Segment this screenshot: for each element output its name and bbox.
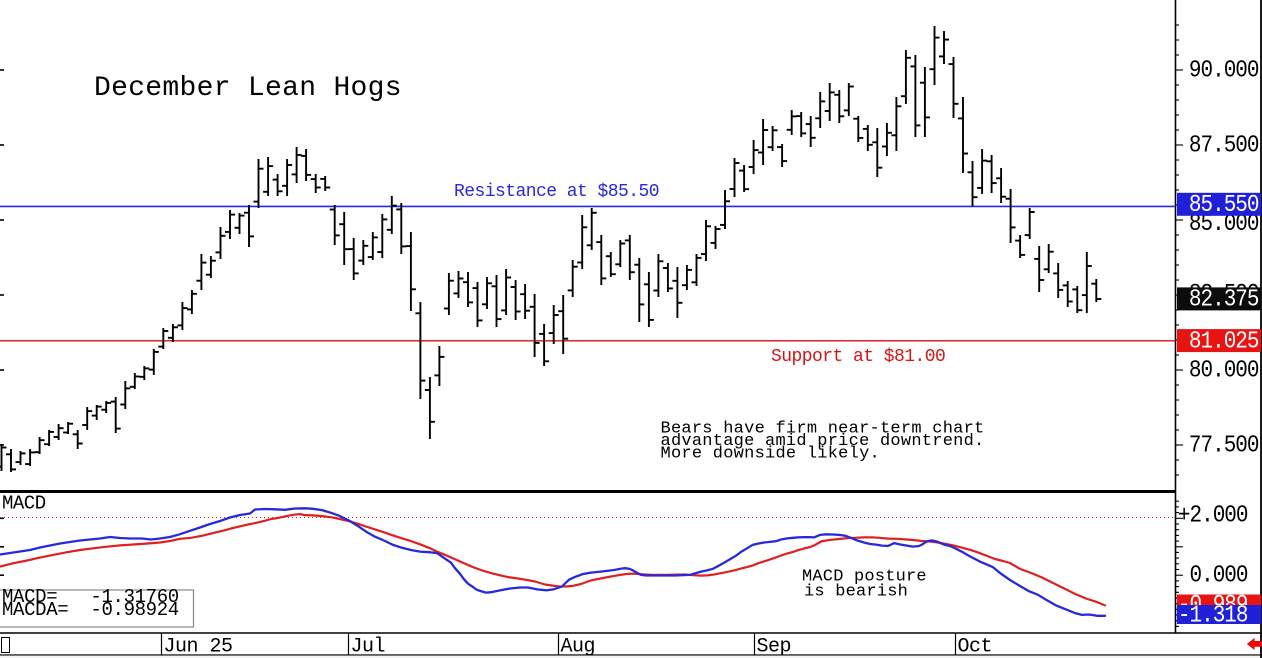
svg-text:MACD posture: MACD posture bbox=[802, 568, 927, 587]
svg-text:81.025: 81.025 bbox=[1189, 327, 1259, 355]
svg-text:Oct: Oct bbox=[958, 636, 993, 658]
svg-text:advantage amid price downtrend: advantage amid price downtrend. bbox=[661, 432, 985, 451]
svg-text:Resistance at $85.50: Resistance at $85.50 bbox=[454, 182, 659, 202]
svg-text:MACD= -1.31760: MACD= -1.31760 bbox=[2, 586, 179, 608]
svg-text:Support at $81.00: Support at $81.00 bbox=[771, 347, 945, 367]
svg-text:90.000: 90.000 bbox=[1189, 56, 1259, 84]
svg-text:December Lean Hogs: December Lean Hogs bbox=[94, 73, 402, 104]
svg-text:is bearish: is bearish bbox=[804, 583, 908, 602]
svg-text:Jul: Jul bbox=[351, 636, 386, 658]
svg-text:Aug: Aug bbox=[561, 636, 596, 658]
svg-text:80.000: 80.000 bbox=[1189, 356, 1259, 384]
svg-text:85.550: 85.550 bbox=[1189, 191, 1259, 219]
svg-text:-1.318: -1.318 bbox=[1178, 601, 1248, 629]
svg-text:82.375: 82.375 bbox=[1189, 286, 1259, 314]
svg-text:77.500: 77.500 bbox=[1189, 431, 1259, 459]
svg-text:87.500: 87.500 bbox=[1189, 131, 1259, 159]
svg-text:MACDA= -0.98924: MACDA= -0.98924 bbox=[2, 599, 179, 621]
svg-text:More downside likely.: More downside likely. bbox=[661, 445, 881, 464]
svg-text:MACD: MACD bbox=[2, 493, 46, 515]
svg-text:Sep: Sep bbox=[757, 636, 792, 658]
svg-text:0.000: 0.000 bbox=[1190, 562, 1249, 590]
svg-text:Bears have firm near-term char: Bears have firm near-term chart bbox=[661, 420, 985, 439]
svg-text:+2.000: +2.000 bbox=[1178, 502, 1248, 530]
svg-text:Jun 25: Jun 25 bbox=[164, 636, 233, 658]
